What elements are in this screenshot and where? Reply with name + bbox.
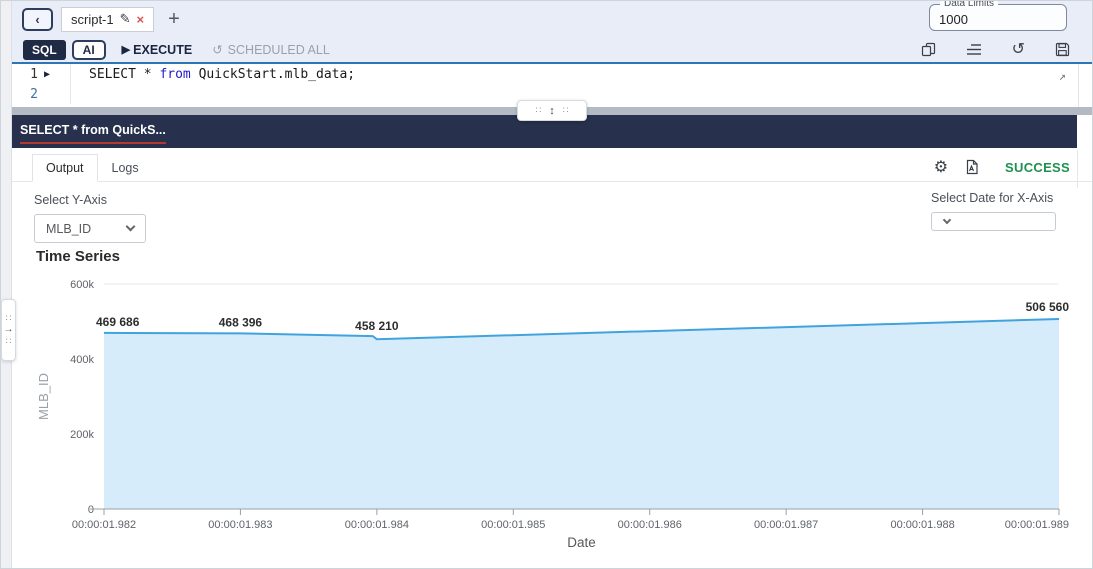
drag-dots-icon: ∷ [562,105,569,115]
horizontal-splitter-handle[interactable]: ∷ ↕ ∷ [517,100,587,121]
results-tabs-row: Output Logs ⚙ SUCCESS [12,148,1092,188]
script-tabs-bar: ‹ script-1 ✎ × + Data Limits [12,1,1092,37]
y-axis-select-value: MLB_ID [46,221,92,236]
y-axis-select-label: Select Y-Axis [34,193,107,207]
x-axis-select-label: Select Date for X-Axis [931,191,1054,205]
editor-scrollbar[interactable] [1078,64,1092,107]
execute-label: EXECUTE [133,42,193,57]
save-icon[interactable] [1055,42,1070,57]
code-line-2[interactable] [70,84,89,104]
svg-text:458 210: 458 210 [355,319,399,333]
code-keyword: from [159,66,191,82]
left-panel-rail [1,1,12,568]
tab-output[interactable]: Output [32,154,98,182]
svg-text:MLB_ID: MLB_ID [36,373,51,420]
close-script-icon[interactable]: × [136,11,145,27]
code-line-1[interactable]: SELECT * from QuickStart.mlb_data; [70,64,355,84]
expand-right-icon: → [3,324,14,335]
drag-dots-icon: ∷ [5,313,12,323]
editor-toolbar: SQL AI ▶ EXECUTE ↺ SCHEDULED ALL ↺ [12,37,1092,62]
data-limits-label: Data Limits [940,1,999,9]
svg-text:468 396: 468 396 [219,315,263,329]
drag-dots-icon: ∷ [535,105,542,115]
script-tab[interactable]: script-1 ✎ × [61,6,155,32]
editor-gutter: 1 ▶ [12,64,70,84]
tab-logs[interactable]: Logs [111,161,139,175]
expand-editor-icon[interactable]: ↗ [1058,69,1066,83]
resize-vertical-icon: ↕ [549,104,555,117]
scheduled-icon: ↺ [212,43,223,57]
data-limits-input[interactable] [930,5,1066,30]
svg-text:0: 0 [88,504,94,516]
code-text: SELECT * [89,66,160,82]
svg-text:400k: 400k [70,354,94,366]
sql-mode-button[interactable]: SQL [23,39,66,60]
chevron-down-icon [125,221,136,232]
svg-text:00:00:01.983: 00:00:01.983 [208,519,272,531]
undo-icon[interactable]: ↺ [1011,41,1025,58]
script-tab-label: script-1 [71,11,114,27]
drag-dots-icon: ∷ [5,336,12,346]
svg-text:200k: 200k [70,429,94,441]
svg-text:506 560: 506 560 [1026,300,1070,314]
format-icon[interactable] [966,42,982,56]
chevron-down-icon [942,215,952,225]
pdf-export-icon[interactable] [965,159,979,175]
svg-text:00:00:01.982: 00:00:01.982 [72,519,136,531]
execute-button[interactable]: ▶ EXECUTE [122,43,193,57]
svg-text:00:00:01.989: 00:00:01.989 [1005,519,1069,531]
svg-text:600k: 600k [70,279,94,291]
gear-icon[interactable]: ⚙ [933,159,949,176]
add-script-button[interactable]: + [168,7,180,30]
results-panel: Output Logs ⚙ SUCCESS Select Y-Axis MLB_… [12,148,1092,568]
svg-text:00:00:01.986: 00:00:01.986 [618,519,682,531]
play-icon: ▶ [121,44,131,56]
svg-text:00:00:01.987: 00:00:01.987 [754,519,818,531]
line-number-1: 1 [30,66,38,82]
svg-text:00:00:01.984: 00:00:01.984 [345,519,409,531]
line-number-2: 2 [30,86,38,102]
status-badge: SUCCESS [1005,159,1070,175]
time-series-chart: 0 200k 400k 600k 00:00:01.982 00:00:01.983 00:… [36,279,1070,550]
edit-script-icon[interactable]: ✎ [119,11,131,26]
data-limits-field: Data Limits [929,1,1067,31]
scheduled-all-button[interactable]: ↺ SCHEDULED ALL [212,42,330,58]
editor-gutter: 2 [12,84,70,104]
scheduled-label: SCHEDULED ALL [227,42,330,57]
svg-text:469 686: 469 686 [96,315,140,329]
copy-icon[interactable] [921,42,936,57]
divider [1077,150,1078,188]
ai-mode-button[interactable]: AI [71,39,106,60]
back-button[interactable]: ‹ [22,7,53,31]
run-line-icon[interactable]: ▶ [44,68,51,80]
y-axis-select[interactable]: MLB_ID [34,214,146,243]
svg-text:00:00:01.985: 00:00:01.985 [481,519,545,531]
vertical-splitter-handle[interactable]: ∷ → ∷ [1,299,16,361]
sql-editor[interactable]: 1 ▶ SELECT * from QuickStart.mlb_data; 2… [12,62,1092,107]
svg-text:Date: Date [567,535,596,550]
code-text: QuickStart.mlb_data; [190,66,356,82]
chart-title: Time Series [36,248,120,265]
panel-splitter[interactable]: ∷ ↕ ∷ [12,100,1092,121]
svg-text:00:00:01.988: 00:00:01.988 [890,519,954,531]
result-query-tab[interactable]: SELECT * from QuickS... [20,123,166,144]
x-axis-select[interactable] [931,212,1056,231]
